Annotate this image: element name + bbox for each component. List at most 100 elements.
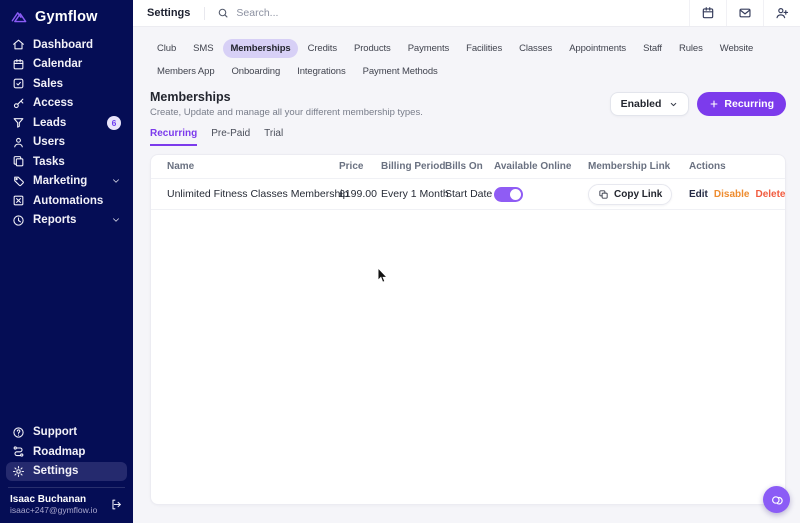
sidebar-item-sales[interactable]: Sales xyxy=(6,74,127,94)
tab-memberships[interactable]: Memberships xyxy=(223,39,298,58)
section-subtitle: Create, Update and manage all your diffe… xyxy=(150,107,423,118)
copy-link-button[interactable]: Copy Link xyxy=(588,183,673,205)
user-plus-icon xyxy=(775,6,789,20)
sidebar-item-marketing[interactable]: Marketing xyxy=(6,172,127,192)
column-available-online: Available Online xyxy=(494,161,572,172)
membership-type-tabs: Recurring Pre-Paid Trial xyxy=(150,128,786,146)
sidebar-item-access[interactable]: Access xyxy=(6,94,127,114)
sidebar-item-dashboard[interactable]: Dashboard xyxy=(6,35,127,55)
column-membership-link: Membership Link xyxy=(588,161,671,172)
tab-payments[interactable]: Payments xyxy=(407,43,450,54)
sidebar-item-settings[interactable]: Settings xyxy=(6,461,127,481)
copy-icon xyxy=(598,189,609,200)
membership-link-cell: Copy Link xyxy=(588,183,689,205)
add-recurring-label: Recurring xyxy=(724,98,774,110)
sidebar-item-label: Dashboard xyxy=(33,38,94,51)
user-name: Isaac Buchanan xyxy=(10,494,87,505)
tab-facilities[interactable]: Facilities xyxy=(466,43,503,54)
tab-staff[interactable]: Staff xyxy=(643,43,662,54)
available-online-cell xyxy=(494,186,588,202)
search-input[interactable] xyxy=(236,7,457,19)
sidebar-footer-nav: Support Roadmap Settings xyxy=(0,423,133,481)
edit-action[interactable]: Edit xyxy=(689,188,708,200)
calendar-button[interactable] xyxy=(689,0,726,26)
add-recurring-button[interactable]: Recurring xyxy=(697,92,786,116)
sidebar-item-users[interactable]: Users xyxy=(6,133,127,153)
tab-sms[interactable]: SMS xyxy=(193,43,214,54)
mail-button[interactable] xyxy=(726,0,763,26)
sidebar-item-label: Tasks xyxy=(33,155,65,168)
disable-action[interactable]: Disable xyxy=(713,188,750,200)
sidebar-item-leads[interactable]: Leads 6 xyxy=(6,113,127,133)
sidebar-item-label: Marketing xyxy=(33,175,88,188)
tasks-icon xyxy=(12,155,25,168)
sidebar: Gymflow Dashboard Calendar Sales Access Lead… xyxy=(0,0,133,523)
status-filter-value: Enabled xyxy=(620,98,662,110)
reports-icon xyxy=(12,214,25,227)
column-billing-period: Billing Period xyxy=(381,161,446,172)
actions-cell: Edit Disable Delete xyxy=(689,189,785,200)
tab-onboarding[interactable]: Onboarding xyxy=(231,66,281,77)
sidebar-item-tasks[interactable]: Tasks xyxy=(6,152,127,172)
user-info: Isaac Buchanan isaac+247@gymflow.io xyxy=(10,494,97,515)
sidebar-item-reports[interactable]: Reports xyxy=(6,211,127,231)
gymflow-logo[interactable]: Gymflow xyxy=(0,0,133,35)
calendar-icon xyxy=(12,58,25,71)
tab-website[interactable]: Website xyxy=(719,43,754,54)
sales-icon xyxy=(12,77,25,90)
user-email: isaac+247@gymflow.io xyxy=(10,505,98,515)
sidebar-item-support[interactable]: Support xyxy=(6,423,127,443)
delete-action[interactable]: Delete xyxy=(755,188,786,200)
subtab-trial[interactable]: Trial xyxy=(264,128,284,139)
tab-members-app[interactable]: Members App xyxy=(157,66,215,77)
mail-icon xyxy=(738,6,752,20)
sidebar-item-label: Reports xyxy=(33,214,77,227)
gear-icon xyxy=(12,465,25,478)
chat-widget-button[interactable] xyxy=(754,482,790,513)
leads-count-badge: 6 xyxy=(107,115,121,130)
memberships-table-card: Name Price Billing Period Bills On Available… xyxy=(150,154,786,505)
tab-rules[interactable]: Rules xyxy=(678,43,703,54)
sidebar-footer: Support Roadmap Settings Isaac Buchanan is… xyxy=(0,423,133,523)
subtab-recurring[interactable]: Recurring xyxy=(150,128,198,146)
sidebar-item-calendar[interactable]: Calendar xyxy=(6,55,127,75)
column-bills-on: Bills On xyxy=(445,161,483,172)
sidebar-item-label: Calendar xyxy=(33,58,83,71)
sidebar-item-automations[interactable]: Automations xyxy=(6,191,127,211)
available-online-toggle[interactable] xyxy=(494,186,523,202)
chevron-icon xyxy=(111,176,121,186)
status-filter-select[interactable]: Enabled xyxy=(609,92,690,116)
settings-content: Club SMS Memberships Credits Products Payment… xyxy=(133,27,800,523)
user-plus-button[interactable] xyxy=(763,0,800,26)
sidebar-item-label: Access xyxy=(33,97,74,110)
sidebar-item-label: Leads xyxy=(33,116,67,129)
column-actions: Actions xyxy=(689,161,726,172)
topbar: Settings xyxy=(133,0,800,27)
tab-club[interactable]: Club xyxy=(157,43,177,54)
sidebar-item-label: Users xyxy=(33,136,65,149)
sidebar-item-label: Roadmap xyxy=(33,445,86,458)
logout-icon[interactable] xyxy=(110,498,123,511)
subtab-pre-paid[interactable]: Pre-Paid xyxy=(211,128,251,139)
sidebar-item-label: Automations xyxy=(33,194,104,207)
user-icon xyxy=(12,136,25,149)
topbar-actions xyxy=(689,0,800,26)
search-bar[interactable] xyxy=(217,7,689,19)
tab-payment-methods[interactable]: Payment Methods xyxy=(362,66,438,77)
roadmap-icon xyxy=(12,445,25,458)
bills-on: Start Date xyxy=(445,188,493,200)
logo-text: Gymflow xyxy=(35,9,98,25)
key-icon xyxy=(12,97,25,110)
sidebar-item-roadmap[interactable]: Roadmap xyxy=(6,442,127,462)
tab-products[interactable]: Products xyxy=(353,43,391,54)
topbar-divider xyxy=(204,6,206,20)
tab-classes[interactable]: Classes xyxy=(519,43,553,54)
table-row: Unlimited Fitness Classes Membership £199… xyxy=(151,179,785,210)
tab-appointments[interactable]: Appointments xyxy=(569,43,627,54)
tab-credits[interactable]: Credits xyxy=(307,43,338,54)
gymflow-logo-icon xyxy=(9,7,29,27)
tab-integrations[interactable]: Integrations xyxy=(297,66,346,77)
column-price: Price xyxy=(339,161,364,172)
help-icon xyxy=(12,426,25,439)
